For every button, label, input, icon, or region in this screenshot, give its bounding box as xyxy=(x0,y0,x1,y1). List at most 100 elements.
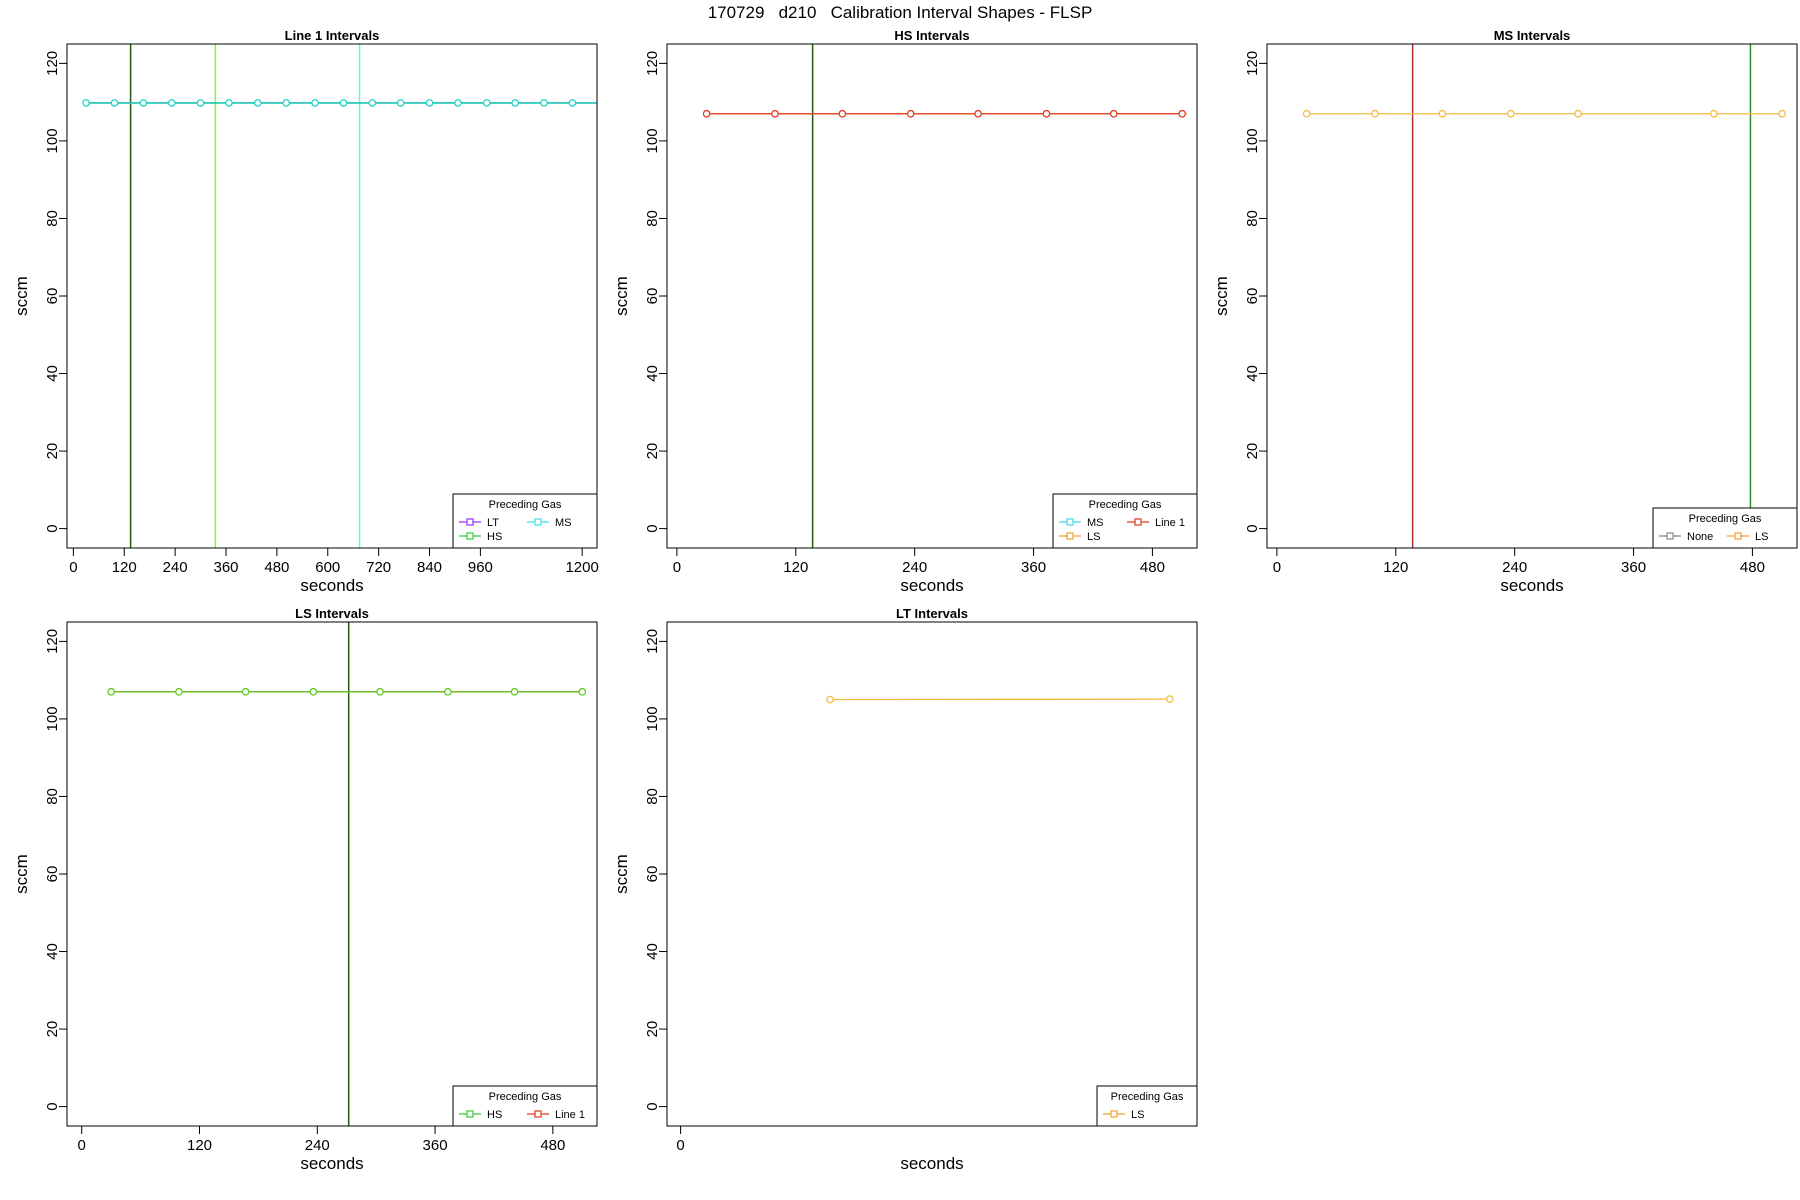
plot-area xyxy=(826,695,1174,704)
data-point xyxy=(225,99,233,107)
plot-area xyxy=(1302,44,1786,548)
legend-box xyxy=(452,1085,598,1127)
y-tick-label: 100 xyxy=(44,128,61,153)
x-tick-label: 0 xyxy=(676,1137,684,1154)
legend-title: Preceding Gas xyxy=(1111,1091,1184,1103)
legend-swatch-marker xyxy=(1110,1110,1118,1118)
y-axis-label: sccm xyxy=(12,276,31,316)
legend-swatch-marker xyxy=(466,518,474,526)
data-point xyxy=(1778,109,1786,118)
y-tick-label: 0 xyxy=(644,524,661,532)
chart-title: Line 1 Intervals xyxy=(285,28,380,43)
y-tick-label: 0 xyxy=(1244,524,1261,532)
x-tick-label: 120 xyxy=(783,559,808,576)
y-axis-label: sccm xyxy=(12,854,31,894)
data-point xyxy=(1574,109,1582,118)
y-tick-label: 60 xyxy=(44,288,61,305)
data-point xyxy=(1506,109,1515,118)
y-tick-label: 0 xyxy=(44,1102,61,1110)
plot-area xyxy=(82,44,597,548)
legend-box xyxy=(452,493,598,549)
legend-entry-label: MS xyxy=(555,517,572,529)
data-point xyxy=(1438,109,1447,118)
y-tick-label: 60 xyxy=(644,288,661,305)
x-tick-label: 480 xyxy=(1740,559,1765,576)
x-tick-label: 600 xyxy=(315,559,340,576)
y-tick-label: 40 xyxy=(44,365,61,382)
data-point xyxy=(511,99,520,107)
data-point xyxy=(241,687,250,696)
y-tick-label: 0 xyxy=(44,524,61,532)
y-tick-label: 120 xyxy=(1244,51,1261,76)
x-tick-label: 240 xyxy=(902,559,927,576)
chart-title: MS Intervals xyxy=(1494,28,1571,43)
x-tick-label: 240 xyxy=(305,1137,330,1154)
data-point xyxy=(454,99,462,107)
legend-entry-label: MS xyxy=(1087,517,1104,529)
y-tick-label: 40 xyxy=(1244,365,1261,382)
data-point xyxy=(167,99,176,107)
legend-entry-label: HS xyxy=(487,1109,502,1121)
legend-box xyxy=(1652,507,1798,549)
legend-title: Preceding Gas xyxy=(489,499,562,511)
legend-swatch-marker xyxy=(534,1110,542,1118)
x-tick-label: 0 xyxy=(69,559,77,576)
chart-panel-ms: MS Intervals 0 20 40 60 80 100 120 0 120 240 360 480… xyxy=(1212,28,1798,595)
y-tick-label: 120 xyxy=(44,629,61,654)
data-point xyxy=(396,99,405,107)
data-point xyxy=(110,99,119,107)
chart-title: HS Intervals xyxy=(894,28,969,43)
legend-entry-label: Line 1 xyxy=(555,1109,585,1121)
legend-box xyxy=(1096,1085,1198,1127)
legend-title: Preceding Gas xyxy=(1689,513,1762,525)
y-tick-label: 80 xyxy=(44,210,61,227)
y-tick-label: 20 xyxy=(644,443,661,460)
x-tick-label: 480 xyxy=(264,559,289,576)
chart-panel-lt: LT Intervals 0 20 40 60 80 100 120 0 seconds sccm P… xyxy=(612,606,1198,1173)
data-point xyxy=(578,687,587,696)
data-point xyxy=(253,99,262,107)
y-axis-label: sccm xyxy=(612,276,631,316)
legend-box xyxy=(1052,493,1198,549)
x-tick-label: 720 xyxy=(366,559,391,576)
legend-swatch-marker xyxy=(1666,532,1674,540)
data-point xyxy=(107,687,116,696)
legend: Preceding Gas HS Line 1 xyxy=(452,1085,598,1127)
y-tick-label: 120 xyxy=(644,51,661,76)
legend: Preceding Gas LS xyxy=(1096,1085,1198,1127)
x-axis-label: seconds xyxy=(300,576,363,595)
data-point xyxy=(510,687,519,696)
data-point xyxy=(1109,109,1118,118)
plot-frame xyxy=(66,43,598,549)
y-tick-label: 40 xyxy=(44,943,61,960)
x-tick-label: 1200 xyxy=(565,559,598,576)
legend-swatch-marker xyxy=(1734,532,1742,540)
data-point xyxy=(282,99,291,107)
chart-title: LT Intervals xyxy=(896,606,968,621)
plot-area xyxy=(107,622,587,1126)
x-tick-label: 240 xyxy=(163,559,188,576)
legend-entry-label: HS xyxy=(487,531,502,543)
legend-swatch-marker xyxy=(534,518,542,526)
y-tick-label: 100 xyxy=(44,706,61,731)
data-point xyxy=(443,687,452,696)
data-point xyxy=(568,99,577,107)
plot-frame xyxy=(666,621,1198,1127)
y-axis-label: sccm xyxy=(612,854,631,894)
x-tick-label: 0 xyxy=(1273,559,1281,576)
y-tick-label: 80 xyxy=(1244,210,1261,227)
x-tick-label: 960 xyxy=(468,559,493,576)
data-point xyxy=(1371,109,1379,118)
y-tick-label: 80 xyxy=(644,210,661,227)
data-point xyxy=(175,687,183,696)
chart-panel-ls: LS Intervals 0 20 40 60 80 100 120 0 120 240 360 480… xyxy=(12,606,598,1173)
data-point xyxy=(906,109,915,118)
data-point xyxy=(139,99,148,107)
x-tick-label: 120 xyxy=(112,559,137,576)
legend: Preceding Gas MS Line 1 LS xyxy=(1052,493,1198,549)
plot-frame xyxy=(666,43,1198,549)
legend-entry-label: Line 1 xyxy=(1155,517,1185,529)
data-point xyxy=(376,687,384,696)
data-point xyxy=(1709,109,1718,118)
